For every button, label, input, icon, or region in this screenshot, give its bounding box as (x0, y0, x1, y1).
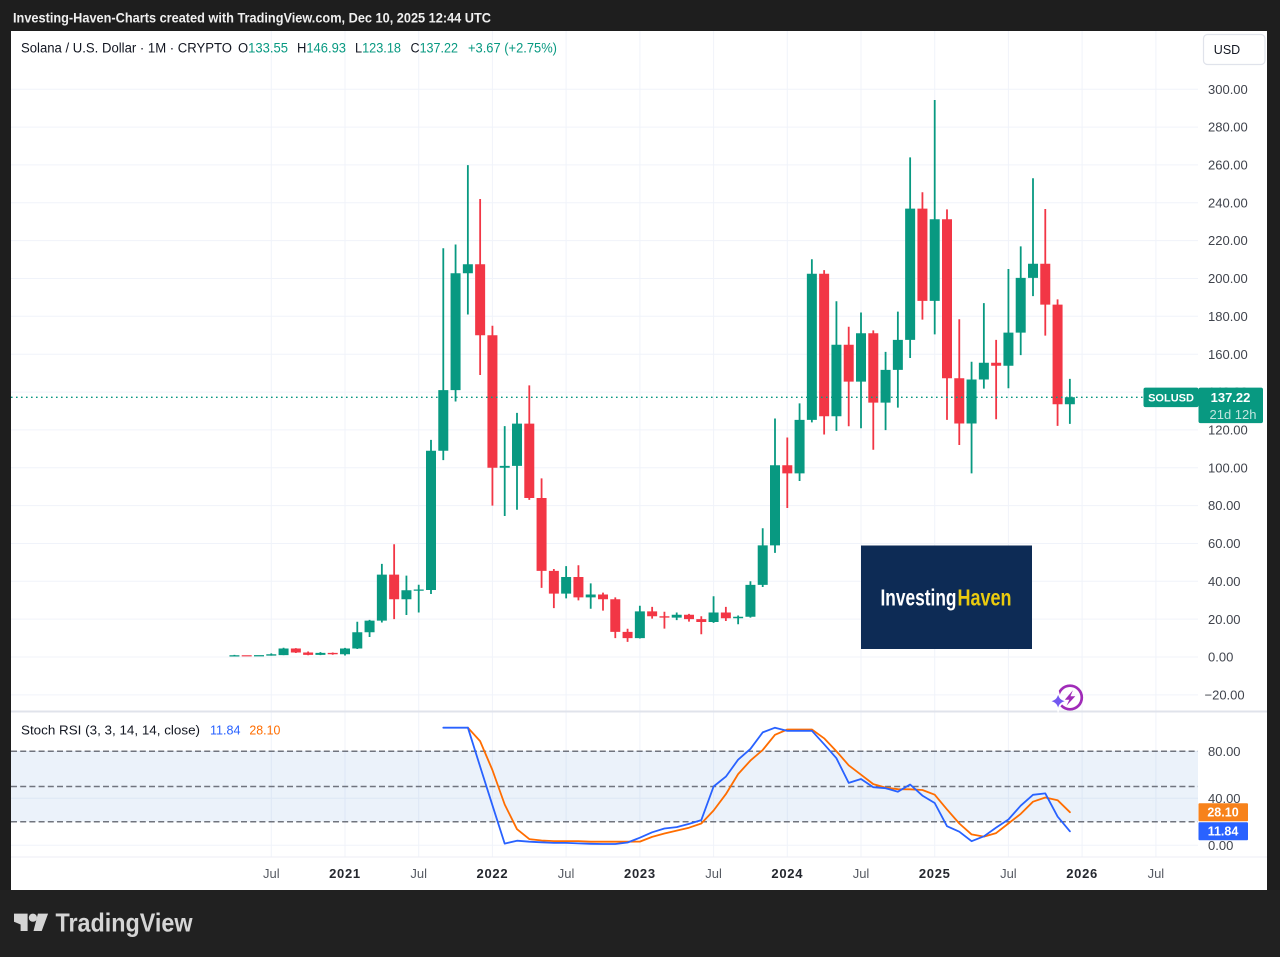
svg-text:Jul: Jul (705, 866, 722, 881)
svg-text:2023: 2023 (624, 866, 656, 881)
svg-text:2021: 2021 (329, 866, 361, 881)
svg-text:21d 12h: 21d 12h (1210, 407, 1257, 422)
svg-text:−20.00: −20.00 (1205, 688, 1245, 703)
svg-text:2022: 2022 (477, 866, 509, 881)
svg-text:2024: 2024 (771, 866, 803, 881)
svg-text:11.84: 11.84 (210, 723, 241, 738)
svg-text:2026: 2026 (1066, 866, 1098, 881)
svg-text:11.84: 11.84 (1208, 825, 1239, 839)
svg-text:0.00: 0.00 (1208, 838, 1233, 853)
svg-text:+3.67 (+2.75%): +3.67 (+2.75%) (468, 41, 557, 56)
svg-text:60.00: 60.00 (1208, 536, 1241, 551)
svg-text:137.22: 137.22 (1211, 390, 1251, 405)
svg-text:220.00: 220.00 (1208, 233, 1248, 248)
svg-text:O133.55: O133.55 (238, 41, 288, 56)
svg-text:Investing-Haven-Charts created: Investing-Haven-Charts created with Trad… (13, 10, 491, 26)
svg-text:Jul: Jul (1000, 866, 1017, 881)
svg-text:80.00: 80.00 (1208, 744, 1241, 759)
svg-text:Jul: Jul (410, 866, 427, 881)
svg-text:28.10: 28.10 (1207, 806, 1238, 820)
svg-text:L123.18: L123.18 (355, 41, 401, 56)
svg-text:USD: USD (1214, 43, 1240, 57)
svg-text:280.00: 280.00 (1208, 120, 1248, 135)
svg-text:20.00: 20.00 (1208, 612, 1241, 627)
svg-text:Haven: Haven (958, 585, 1012, 611)
svg-text:H146.93: H146.93 (297, 41, 346, 56)
svg-text:Jul: Jul (853, 866, 870, 881)
svg-text:120.00: 120.00 (1208, 423, 1248, 438)
svg-text:Jul: Jul (1148, 866, 1165, 881)
svg-text:240.00: 240.00 (1208, 195, 1248, 210)
svg-text:Investing: Investing (881, 585, 957, 611)
svg-text:80.00: 80.00 (1208, 498, 1241, 513)
svg-text:Solana / U.S. Dollar · 1M · CR: Solana / U.S. Dollar · 1M · CRYPTO (21, 41, 232, 56)
svg-text:180.00: 180.00 (1208, 309, 1248, 324)
svg-text:40.00: 40.00 (1208, 574, 1241, 589)
svg-text:260.00: 260.00 (1208, 158, 1248, 173)
svg-text:100.00: 100.00 (1208, 460, 1248, 475)
svg-text:Jul: Jul (263, 866, 280, 881)
svg-text:200.00: 200.00 (1208, 271, 1248, 286)
svg-text:SOLUSD: SOLUSD (1148, 392, 1194, 404)
svg-text:160.00: 160.00 (1208, 347, 1248, 362)
svg-text:Stoch RSI (3, 3, 14, 14, close: Stoch RSI (3, 3, 14, 14, close) (21, 723, 200, 738)
svg-text:TradingView: TradingView (56, 908, 194, 938)
svg-text:0.00: 0.00 (1208, 650, 1233, 665)
svg-text:28.10: 28.10 (249, 723, 280, 738)
svg-text:C137.22: C137.22 (411, 41, 459, 56)
svg-text:2025: 2025 (919, 866, 951, 881)
svg-text:300.00: 300.00 (1208, 82, 1248, 97)
svg-text:40.00: 40.00 (1208, 791, 1241, 806)
svg-text:Jul: Jul (558, 866, 575, 881)
